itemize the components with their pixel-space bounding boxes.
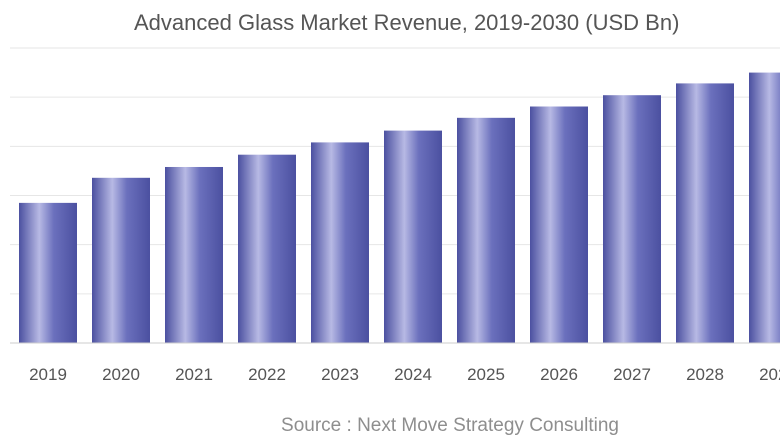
x-tick-label-2024: 2024	[394, 365, 432, 384]
x-tick-label-2021: 2021	[175, 365, 213, 384]
bars	[19, 72, 780, 344]
bar-2021	[165, 166, 223, 343]
x-tick-label-2020: 2020	[102, 365, 140, 384]
chart-title: Advanced Glass Market Revenue, 2019-2030…	[134, 10, 679, 35]
bar-2019	[19, 202, 77, 343]
bar-2029	[749, 72, 780, 343]
x-tick-label-2027: 2027	[613, 365, 651, 384]
bar-2022	[238, 154, 296, 343]
bar-2024	[384, 130, 442, 343]
source-note: Source : Next Move Strategy Consulting	[281, 415, 619, 436]
bar-2025	[457, 117, 515, 343]
x-tick-label-2026: 2026	[540, 365, 578, 384]
x-tick-label-2029: 2029	[759, 365, 780, 384]
x-tick-label-2025: 2025	[467, 365, 505, 384]
bar-2026	[530, 106, 588, 343]
x-tick-label-2022: 2022	[248, 365, 286, 384]
bar-2023	[311, 142, 369, 343]
x-tick-labels: 2019 2020 2021 2022 2023 2024 2025 2026 2027 2028…	[29, 365, 780, 384]
bar-2027	[603, 95, 661, 343]
x-tick-label-2023: 2023	[321, 365, 359, 384]
x-tick-label-2028: 2028	[686, 365, 724, 384]
bar-2020	[92, 177, 150, 343]
bar-2028	[676, 83, 734, 344]
x-tick-label-2019: 2019	[29, 365, 67, 384]
